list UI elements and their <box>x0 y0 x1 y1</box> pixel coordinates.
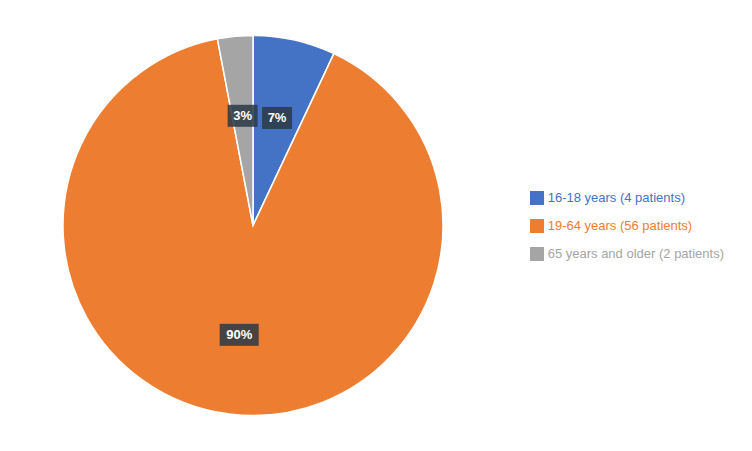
html-text:19-64 years (56 patients): 19-64 years (56 patients) <box>547 217 693 233</box>
svg-text:7%: 7% <box>268 110 287 125</box>
svg-text:90%: 90% <box>226 327 252 342</box>
svg-text:3%: 3% <box>233 108 252 123</box>
html-text:65 years and older (2 patients: 65 years and older (2 patients) <box>547 245 724 261</box>
html-text:16-18 years (4 patients): 16-18 years (4 patients) <box>547 189 685 205</box>
